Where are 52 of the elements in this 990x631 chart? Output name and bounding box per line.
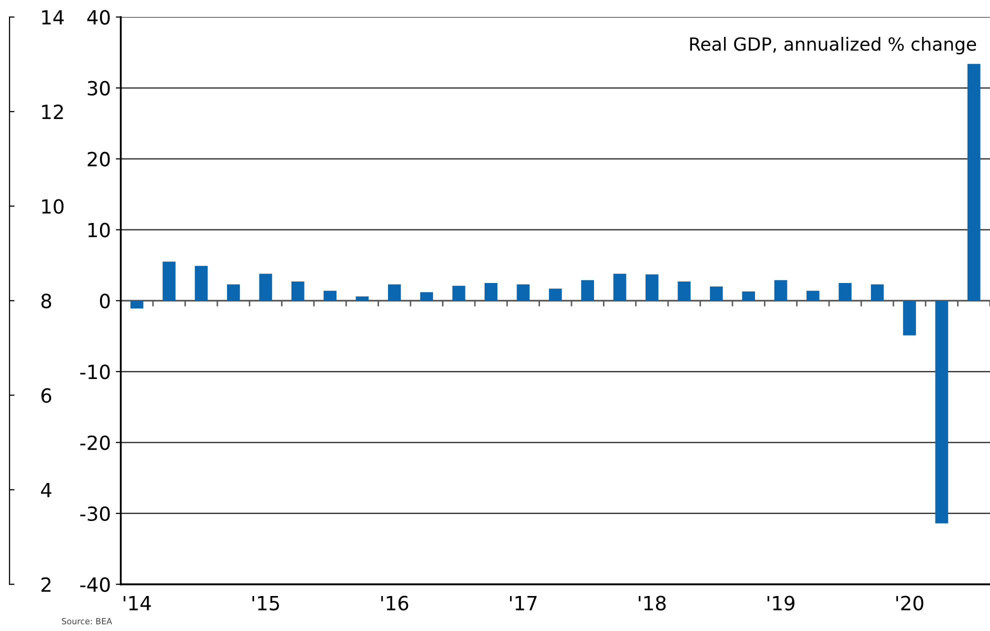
- bar: [678, 282, 691, 301]
- bar: [324, 290, 336, 301]
- y-tick-label: -10: [80, 364, 110, 380]
- x-tick-label: '15: [252, 596, 279, 610]
- y2-tick-label: 2: [42, 577, 50, 592]
- x-tick-label: '14: [124, 596, 151, 610]
- bar: [613, 274, 626, 301]
- bar: [548, 288, 562, 301]
- bar: [581, 280, 594, 301]
- y-tick-label: 10: [88, 222, 110, 238]
- y-tick-label: 0: [100, 294, 110, 308]
- bar: [194, 266, 208, 301]
- x-tick-label: '16: [381, 596, 408, 610]
- bar: [452, 286, 466, 301]
- bar: [420, 292, 434, 301]
- x-tick-label: '19: [768, 596, 794, 610]
- y2-tick-label: 8: [41, 294, 52, 308]
- x-tick-label: '20: [896, 596, 924, 610]
- x-tick-label: '18: [638, 596, 666, 610]
- text: Real GDP, annualized % change: [690, 36, 976, 54]
- bar: [227, 284, 240, 301]
- bar: [162, 262, 176, 301]
- bar: [774, 280, 788, 301]
- bar: [742, 291, 755, 301]
- bar: [130, 300, 144, 308]
- bar: [356, 296, 369, 301]
- y2-tick-label: 4: [41, 482, 52, 498]
- x-tick-label: '17: [510, 596, 537, 610]
- y2-tick-label: 10: [42, 199, 64, 214]
- bar: [484, 282, 498, 301]
- bar: [388, 284, 401, 301]
- y2-tick-label: 12: [42, 104, 63, 119]
- y-tick-label: 30: [88, 80, 110, 96]
- y-tick-label: -20: [80, 435, 110, 450]
- bar: [710, 286, 723, 301]
- bar: [646, 274, 658, 301]
- bar: [870, 284, 884, 301]
- bar: [291, 282, 304, 301]
- y-tick-label: -30: [80, 506, 110, 522]
- y2-tick-label: 14: [42, 10, 64, 24]
- bar: [935, 300, 948, 524]
- bar: [516, 284, 530, 301]
- bar: [259, 274, 272, 301]
- bar: [838, 282, 852, 301]
- y2-tick-label: 6: [41, 388, 52, 403]
- y-tick-label: -40: [80, 577, 110, 592]
- bar: [967, 64, 980, 301]
- y-tick-label: 20: [88, 152, 110, 167]
- source-note: Source: BEA: [62, 618, 112, 624]
- bar: [903, 300, 916, 336]
- bar: [806, 290, 820, 301]
- y-tick-label: 40: [87, 10, 110, 25]
